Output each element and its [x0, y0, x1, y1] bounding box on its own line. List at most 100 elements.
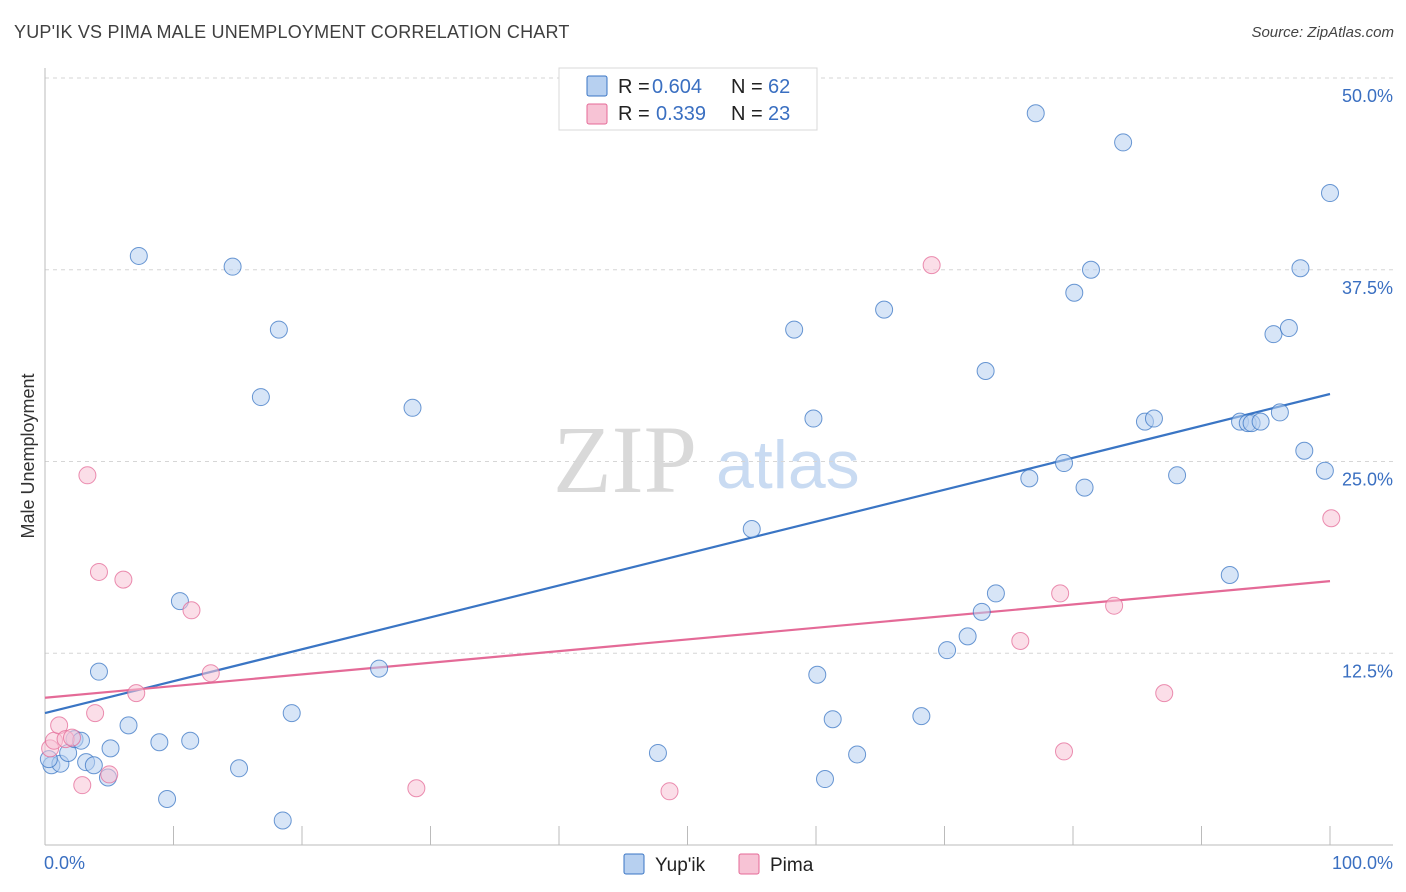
legend-n-value-yupik: 62	[768, 76, 790, 98]
point-yupik	[785, 320, 804, 339]
chart-title: YUP'IK VS PIMA MALE UNEMPLOYMENT CORRELA…	[14, 22, 570, 42]
point-yupik	[804, 409, 823, 428]
bottom-legend-label-pima: Pima	[770, 855, 814, 876]
point-yupik	[119, 716, 138, 735]
y-tick-labels: 12.5% 25.0% 37.5% 50.0%	[1342, 86, 1393, 681]
gridlines	[45, 77, 1393, 654]
bottom-legend-swatch-yupik	[623, 853, 645, 875]
point-yupik	[1081, 260, 1100, 279]
point-yupik	[815, 770, 834, 789]
point-pima	[127, 684, 146, 703]
point-yupik	[1114, 133, 1133, 152]
point-yupik	[808, 665, 827, 684]
trendline-yupik	[44, 392, 1331, 715]
point-yupik	[223, 257, 242, 276]
point-pima	[86, 704, 105, 723]
watermark-atlas: atlas	[716, 427, 860, 503]
point-yupik	[269, 320, 288, 339]
x-tick-labels: 0.0% 100.0%	[44, 853, 1393, 873]
point-pima	[89, 562, 108, 581]
point-yupik	[1295, 441, 1314, 460]
point-pima	[922, 256, 941, 275]
point-pima	[201, 664, 220, 683]
point-pima	[1105, 596, 1124, 615]
point-pima	[62, 728, 81, 747]
axes	[44, 68, 1393, 846]
point-pima	[660, 782, 679, 801]
watermark: ZIP atlas	[553, 406, 860, 513]
bottom-legend-label-yupik: Yup'ik	[655, 855, 706, 876]
legend-r-label-pima: R =	[618, 103, 650, 125]
point-pima	[1155, 684, 1174, 703]
point-yupik	[129, 246, 148, 265]
point-yupik	[972, 602, 991, 621]
bottom-legend[interactable]: Yup'ik Pima	[623, 853, 814, 876]
x-tick-label: 100.0%	[1332, 853, 1393, 873]
point-yupik	[370, 659, 389, 678]
point-yupik	[1220, 566, 1239, 585]
legend-n-value-pima: 23	[768, 103, 790, 125]
point-pima	[73, 776, 92, 795]
point-yupik	[230, 759, 249, 778]
point-yupik	[912, 707, 931, 726]
x-tick-label: 0.0%	[44, 853, 85, 873]
point-yupik	[403, 398, 422, 417]
point-yupik	[158, 789, 177, 808]
point-yupik	[848, 745, 867, 764]
point-yupik	[938, 641, 957, 660]
point-yupik	[84, 756, 103, 775]
watermark-zip: ZIP	[553, 406, 697, 513]
legend-n-label-pima: N =	[731, 103, 763, 125]
legend-r-label-yupik: R =	[618, 76, 650, 98]
y-tick-label: 37.5%	[1342, 278, 1393, 298]
point-yupik	[1270, 403, 1289, 422]
point-yupik	[648, 743, 667, 762]
point-yupik	[150, 733, 169, 752]
point-yupik	[1291, 259, 1310, 278]
legend-swatch-yupik	[586, 75, 608, 97]
point-yupik	[958, 627, 977, 646]
point-pima	[407, 779, 426, 798]
point-yupik	[251, 388, 270, 407]
y-axis-label: Male Unemployment	[18, 373, 38, 538]
point-pima	[1322, 509, 1341, 528]
trendline-pima	[44, 580, 1331, 699]
legend-r-value-yupik: 0.604	[652, 76, 702, 98]
point-pima	[100, 765, 119, 784]
point-yupik	[1075, 478, 1094, 497]
legend[interactable]: R = 0.604 N = 62 R = 0.339 N = 23	[558, 67, 818, 131]
y-tick-label: 50.0%	[1342, 86, 1393, 106]
point-yupik	[1168, 466, 1187, 485]
point-yupik	[1020, 469, 1039, 488]
point-yupik	[1055, 454, 1074, 473]
point-yupik	[986, 584, 1005, 603]
legend-swatch-pima	[586, 103, 608, 125]
point-yupik	[89, 662, 108, 681]
point-pima	[1055, 742, 1074, 761]
point-yupik	[976, 361, 995, 380]
point-pima	[1011, 631, 1030, 650]
point-yupik	[273, 811, 292, 830]
point-yupik	[1026, 104, 1045, 123]
y-tick-label: 25.0%	[1342, 470, 1393, 490]
point-yupik	[1279, 319, 1298, 338]
point-yupik	[875, 300, 894, 319]
point-yupik	[181, 731, 200, 750]
point-pima	[78, 466, 97, 485]
point-yupik	[1321, 184, 1339, 203]
point-yupik	[823, 710, 842, 729]
point-yupik	[1315, 461, 1334, 480]
legend-n-label-yupik: N =	[731, 76, 763, 98]
point-yupik	[1144, 409, 1163, 428]
source-credit: Source: ZipAtlas.com	[1251, 24, 1394, 41]
point-yupik	[282, 704, 301, 723]
point-yupik	[1251, 412, 1270, 431]
data-points	[39, 104, 1341, 830]
bottom-legend-swatch-pima	[738, 853, 760, 875]
point-yupik	[1065, 283, 1084, 302]
point-pima	[182, 601, 201, 620]
point-yupik	[1264, 325, 1283, 344]
point-yupik	[101, 739, 120, 758]
legend-r-value-pima: 0.339	[656, 103, 706, 125]
